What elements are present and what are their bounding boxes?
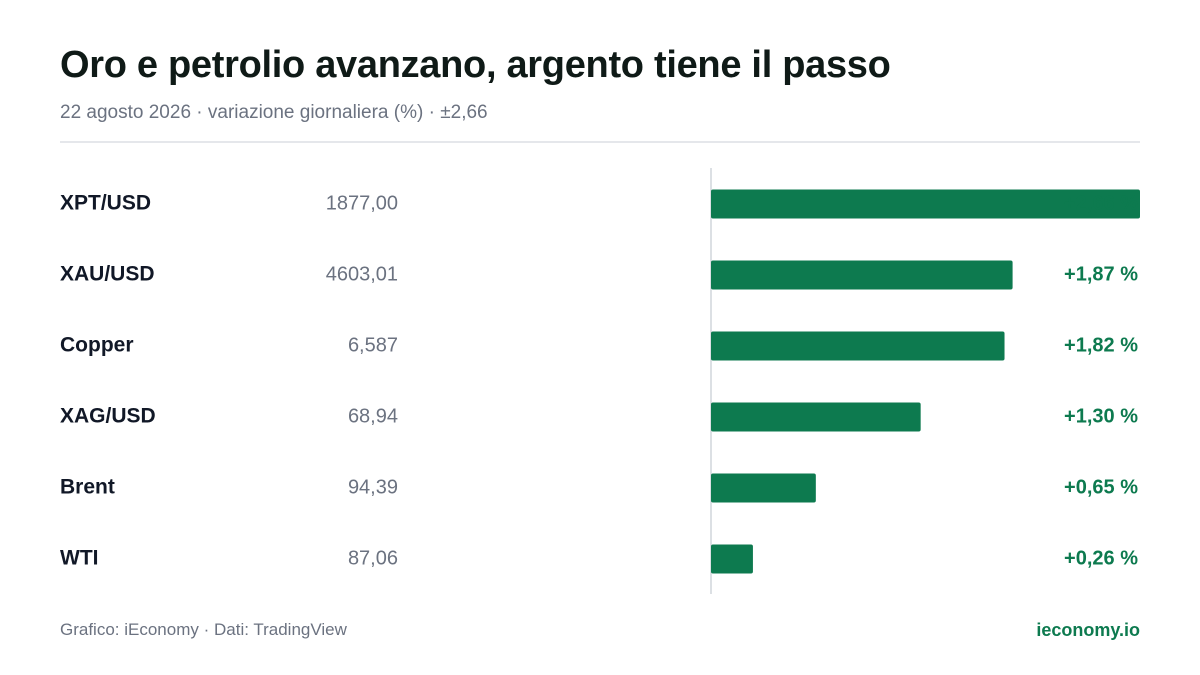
price-label: 68,94 [348,405,398,427]
price-label: 4603,01 [326,263,398,285]
category-label: XAU/USD [60,263,155,286]
bar [711,473,816,503]
chart-title: Oro e petrolio avanzano, argento tiene i… [60,44,891,86]
bar [711,189,1140,219]
footer-source: Grafico: iEconomy · Dati: TradingView [60,620,347,639]
change-value-label: +0,26 % [1064,547,1138,569]
price-label: 6,587 [348,334,398,356]
category-label: XAG/USD [60,405,156,428]
price-label: 87,06 [348,547,398,569]
change-value-label: +1,82 % [1064,334,1138,356]
bar [711,331,1005,361]
price-label: 1877,00 [326,192,398,214]
header-divider [60,141,1140,143]
category-label: Brent [60,476,115,499]
change-value-label: +0,65 % [1064,476,1138,498]
bar [711,544,753,574]
category-label: WTI [60,547,98,570]
price-label: 94,39 [348,476,398,498]
change-value-label: +1,87 % [1064,263,1138,285]
bar [711,402,921,432]
chart-subtitle: 22 agosto 2026 · variazione giornaliera … [60,102,488,123]
footer-brand-link[interactable]: ieconomy.io [1036,620,1140,640]
category-label: XPT/USD [60,192,151,215]
category-label: Copper [60,334,134,357]
change-value-label: +2,66 % [1064,192,1138,214]
change-value-label: +1,30 % [1064,405,1138,427]
bar [711,260,1013,290]
